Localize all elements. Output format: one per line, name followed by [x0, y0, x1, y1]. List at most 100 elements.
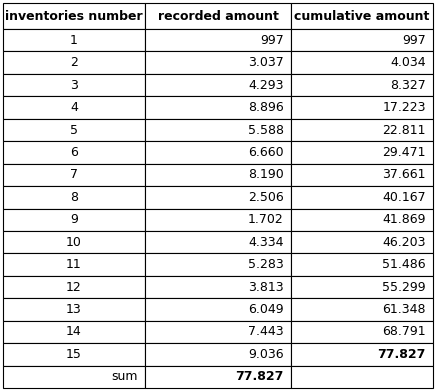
- Bar: [291, 119, 433, 141]
- Text: 10: 10: [66, 236, 82, 249]
- Text: 29.471: 29.471: [382, 146, 426, 159]
- Bar: [291, 321, 433, 343]
- Bar: [145, 52, 291, 74]
- Bar: [145, 366, 291, 388]
- Bar: [291, 141, 433, 164]
- Text: 8.327: 8.327: [390, 79, 426, 91]
- Bar: [145, 3, 291, 29]
- Bar: [145, 186, 291, 208]
- Text: inventories number: inventories number: [5, 9, 143, 23]
- Text: 5: 5: [70, 124, 78, 136]
- Text: 77.827: 77.827: [378, 348, 426, 361]
- Text: 68.791: 68.791: [382, 325, 426, 339]
- Text: 8.896: 8.896: [248, 101, 284, 114]
- Text: 11: 11: [66, 258, 82, 271]
- Bar: [3, 276, 145, 298]
- Text: 17.223: 17.223: [382, 101, 426, 114]
- Text: cumulative amount: cumulative amount: [294, 9, 430, 23]
- Bar: [145, 343, 291, 366]
- Bar: [3, 253, 145, 276]
- Bar: [3, 343, 145, 366]
- Text: 22.811: 22.811: [382, 124, 426, 136]
- Text: 46.203: 46.203: [382, 236, 426, 249]
- Bar: [145, 231, 291, 253]
- Bar: [145, 321, 291, 343]
- Text: 1.702: 1.702: [248, 213, 284, 226]
- Bar: [291, 253, 433, 276]
- Bar: [145, 164, 291, 186]
- Text: 8: 8: [70, 191, 78, 204]
- Bar: [3, 208, 145, 231]
- Bar: [145, 119, 291, 141]
- Text: recorded amount: recorded amount: [157, 9, 279, 23]
- Bar: [291, 3, 433, 29]
- Bar: [291, 164, 433, 186]
- Bar: [291, 208, 433, 231]
- Bar: [145, 141, 291, 164]
- Text: 15: 15: [66, 348, 82, 361]
- Bar: [291, 186, 433, 208]
- Bar: [291, 366, 433, 388]
- Bar: [291, 29, 433, 52]
- Bar: [3, 366, 145, 388]
- Text: 8.190: 8.190: [248, 169, 284, 181]
- Text: 77.827: 77.827: [235, 370, 284, 383]
- Bar: [145, 96, 291, 119]
- Bar: [291, 343, 433, 366]
- Text: 14: 14: [66, 325, 82, 339]
- Text: 5.283: 5.283: [248, 258, 284, 271]
- Bar: [145, 253, 291, 276]
- Bar: [3, 96, 145, 119]
- Text: 9.036: 9.036: [248, 348, 284, 361]
- Text: 4: 4: [70, 101, 78, 114]
- Bar: [291, 96, 433, 119]
- Bar: [3, 119, 145, 141]
- Text: 6.049: 6.049: [248, 303, 284, 316]
- Bar: [3, 186, 145, 208]
- Text: 6: 6: [70, 146, 78, 159]
- Bar: [3, 164, 145, 186]
- Text: 9: 9: [70, 213, 78, 226]
- Bar: [291, 276, 433, 298]
- Bar: [3, 74, 145, 96]
- Bar: [3, 141, 145, 164]
- Text: 40.167: 40.167: [382, 191, 426, 204]
- Text: 997: 997: [260, 34, 284, 47]
- Text: 4.293: 4.293: [248, 79, 284, 91]
- Bar: [145, 74, 291, 96]
- Text: 3.037: 3.037: [248, 56, 284, 69]
- Bar: [291, 52, 433, 74]
- Text: 2.506: 2.506: [248, 191, 284, 204]
- Bar: [3, 231, 145, 253]
- Bar: [3, 52, 145, 74]
- Text: 6.660: 6.660: [248, 146, 284, 159]
- Text: 1: 1: [70, 34, 78, 47]
- Text: 41.869: 41.869: [382, 213, 426, 226]
- Bar: [3, 321, 145, 343]
- Text: 51.486: 51.486: [382, 258, 426, 271]
- Bar: [291, 74, 433, 96]
- Text: 7.443: 7.443: [248, 325, 284, 339]
- Text: 5.588: 5.588: [248, 124, 284, 136]
- Text: 3.813: 3.813: [248, 281, 284, 294]
- Text: 61.348: 61.348: [382, 303, 426, 316]
- Bar: [291, 298, 433, 321]
- Bar: [145, 276, 291, 298]
- Bar: [291, 231, 433, 253]
- Text: 2: 2: [70, 56, 78, 69]
- Bar: [145, 298, 291, 321]
- Text: 37.661: 37.661: [382, 169, 426, 181]
- Bar: [3, 298, 145, 321]
- Text: 997: 997: [402, 34, 426, 47]
- Text: 13: 13: [66, 303, 82, 316]
- Text: 4.334: 4.334: [248, 236, 284, 249]
- Text: sum: sum: [111, 370, 138, 383]
- Bar: [3, 3, 145, 29]
- Text: 55.299: 55.299: [382, 281, 426, 294]
- Bar: [145, 29, 291, 52]
- Text: 12: 12: [66, 281, 82, 294]
- Text: 4.034: 4.034: [390, 56, 426, 69]
- Bar: [145, 208, 291, 231]
- Text: 3: 3: [70, 79, 78, 91]
- Bar: [3, 29, 145, 52]
